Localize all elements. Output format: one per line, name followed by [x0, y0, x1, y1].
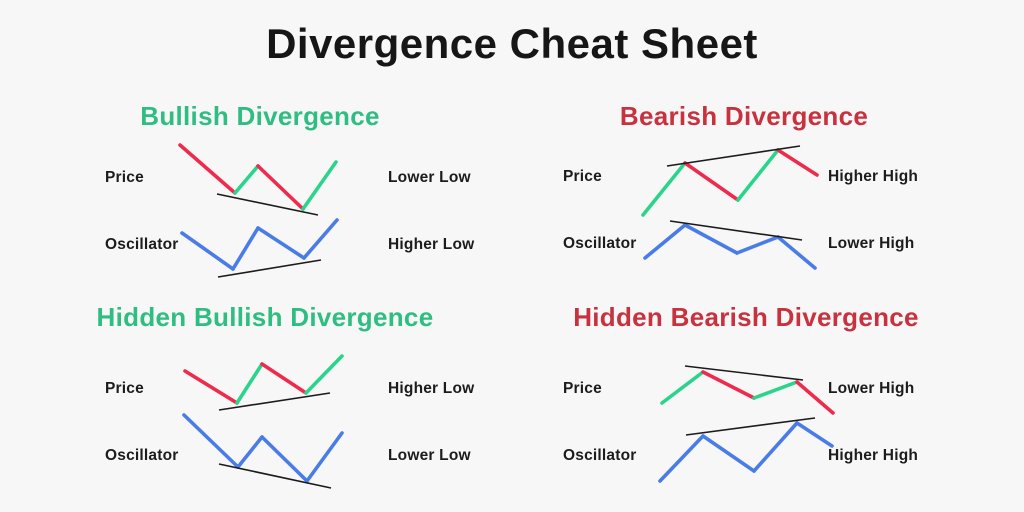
oscillator-label: Oscillator	[105, 447, 179, 464]
price-label: Price	[105, 169, 144, 186]
price-annotation: Lower High	[828, 380, 915, 397]
bearish-oscillator-chart	[643, 220, 817, 270]
hidden-bullish-oscillator-chart	[182, 413, 344, 489]
oscillator-label: Oscillator	[563, 447, 637, 464]
panel-title-bullish: Bullish Divergence	[140, 101, 380, 131]
price-annotation: Lower Low	[388, 169, 471, 186]
hidden-bearish-oscillator-chart	[658, 417, 834, 483]
price-label: Price	[105, 380, 144, 397]
price-annotation: Higher Low	[388, 380, 475, 397]
panel-title-hidden-bearish: Hidden Bearish Divergence	[573, 302, 919, 332]
oscillator-annotation: Lower High	[828, 235, 915, 252]
price-annotation: Higher High	[828, 168, 919, 185]
page-title: Divergence Cheat Sheet	[266, 20, 758, 67]
bullish-price-chart	[178, 143, 338, 216]
hidden-bearish-price-chart	[660, 365, 835, 415]
price-label: Price	[563, 168, 602, 185]
panel-title-bearish: Bearish Divergence	[619, 101, 869, 131]
oscillator-annotation: Higher Low	[388, 236, 475, 253]
panel-title-hidden-bullish: Hidden Bullish Divergence	[96, 302, 434, 332]
oscillator-label: Oscillator	[563, 235, 637, 252]
hidden-bullish-price-chart	[183, 354, 344, 411]
bullish-oscillator-chart	[180, 218, 339, 278]
oscillator-annotation: Lower Low	[388, 447, 471, 464]
oscillator-annotation: Higher High	[828, 447, 919, 464]
oscillator-label: Oscillator	[105, 236, 179, 253]
price-label: Price	[563, 380, 602, 397]
bearish-price-chart	[641, 145, 819, 217]
